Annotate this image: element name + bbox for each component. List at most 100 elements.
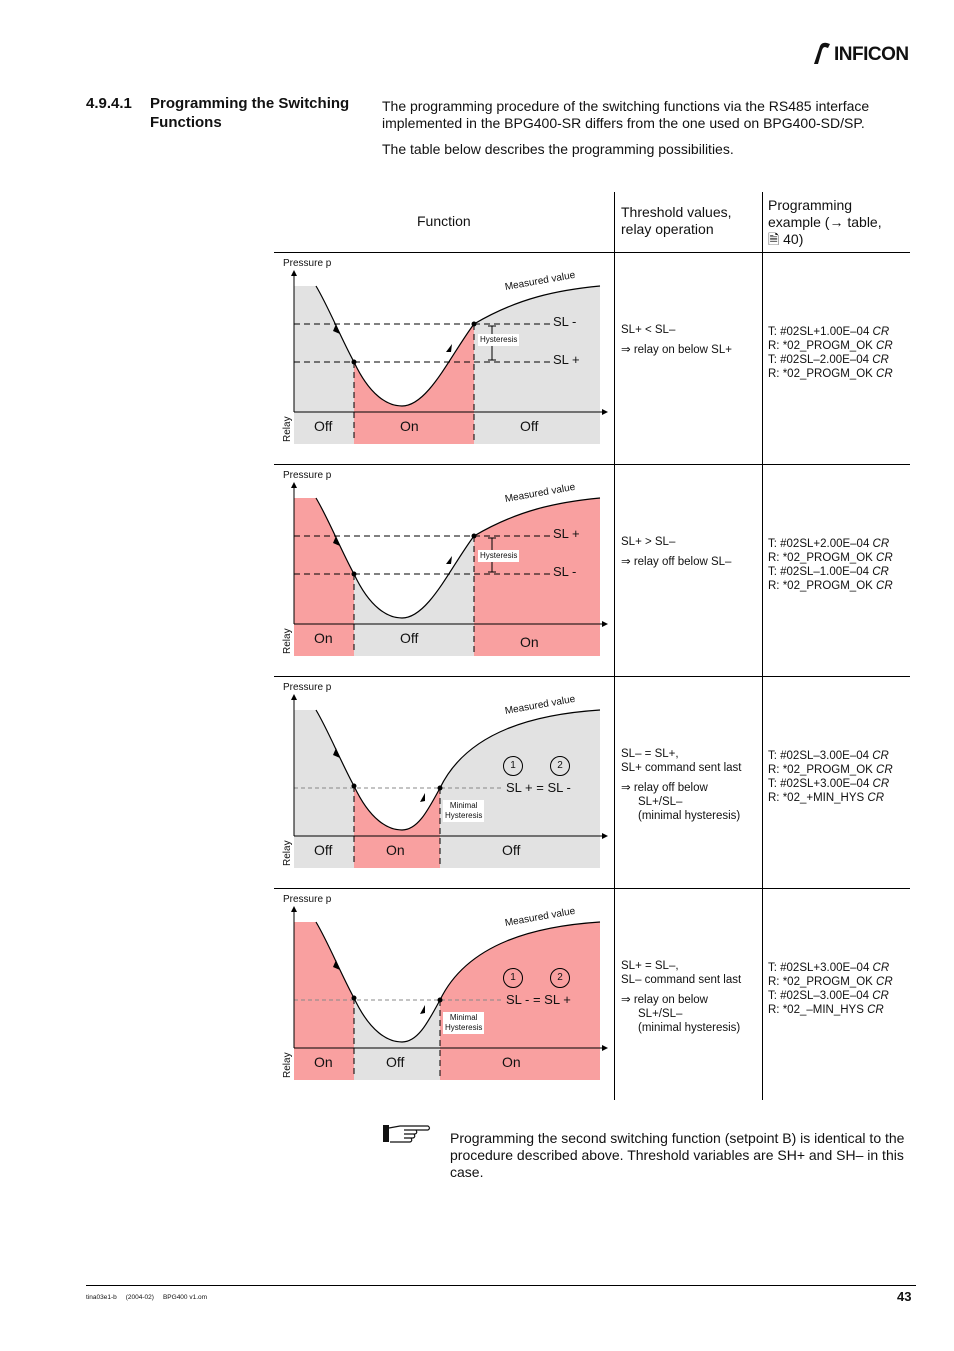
relay-axis-label: Relay: [282, 1052, 293, 1078]
program-command: T: #02SL–3.00E–04: [768, 990, 873, 1002]
program-command: T: #02SL+2.00E–04: [768, 538, 873, 550]
threshold-line: ⇒ relay off below SL–: [621, 556, 732, 568]
threshold-cell: SL+ = SL–, SL– command sent last ⇒ relay o…: [621, 959, 741, 1035]
relay-state-label: Off: [386, 1054, 405, 1070]
program-line: R: *02_PROGM_OK CR: [768, 551, 893, 565]
program-cr: CR: [876, 368, 893, 380]
header-function: Function: [417, 213, 471, 229]
curve-arrow: [420, 793, 425, 802]
program-line: T: #02SL+1.00E–04 CR: [768, 325, 893, 339]
step-circle-2: 2: [550, 968, 570, 988]
threshold-line: (minimal hysteresis): [638, 1022, 741, 1034]
program-command: T: #02SL–3.00E–04: [768, 750, 873, 762]
program-line: T: #02SL+2.00E–04 CR: [768, 537, 893, 551]
program-cr: CR: [872, 750, 889, 762]
program-command: R: *02_PROGM_OK: [768, 552, 877, 564]
program-line: T: #02SL+3.00E–04 CR: [768, 777, 893, 791]
chart-mask: [294, 892, 316, 922]
table-divider: [274, 464, 910, 465]
relay-axis-label: Relay: [282, 840, 293, 866]
switching-chart: Pressure p Measured value Relay On Off On SL -…: [278, 892, 608, 1092]
brand-logo: INFICON: [812, 40, 916, 70]
relay-state-bar: [354, 1048, 440, 1080]
relay-state-label: On: [314, 630, 333, 646]
measured-curve: [315, 921, 601, 1043]
program-command: T: #02SL+1.00E–04: [768, 326, 873, 338]
table-divider: [762, 192, 763, 1100]
switching-chart: Pressure p Measured value Relay On Off On SL +…: [278, 468, 608, 668]
footer-rule: [86, 1285, 916, 1286]
step-circle-1: 1: [503, 756, 523, 776]
program-line: T: #02SL–1.00E–04 CR: [768, 565, 893, 579]
threshold-line: (minimal hysteresis): [638, 810, 741, 822]
chart-mask: [294, 680, 316, 710]
x-axis-arrow: [602, 1045, 608, 1051]
relay-state-bar: [354, 836, 440, 868]
relay-state-bar: [294, 624, 354, 656]
curve-arrow: [333, 960, 340, 970]
program-command: R: *02_PROGM_OK: [768, 580, 877, 592]
program-command: T: #02SL–2.00E–04: [768, 354, 873, 366]
chart-svg: [291, 680, 608, 868]
relay-state-bar: [294, 1048, 354, 1080]
chart-mask: [294, 468, 316, 498]
relay-state-label: Off: [314, 418, 333, 434]
program-cr: CR: [872, 566, 889, 578]
section-number: 4.9.4.1: [86, 95, 132, 112]
threshold-line: ⇒ relay on below SL+: [621, 344, 732, 356]
measured-curve: [315, 709, 601, 831]
threshold-cell: SL+ < SL– ⇒ relay on below SL+: [621, 323, 732, 357]
note-text: Programming the second switching functio…: [450, 1130, 905, 1180]
x-axis-arrow: [602, 833, 608, 839]
program-line: R: *02_PROGM_OK CR: [768, 763, 893, 777]
program-cr: CR: [876, 340, 893, 352]
section-title: Programming the Switching Functions: [150, 95, 350, 131]
program-cr: CR: [876, 552, 893, 564]
program-cell: T: #02SL+2.00E–04 CR R: *02_PROGM_OK CR T:…: [768, 537, 893, 593]
relay-state-bar: [440, 1048, 600, 1080]
program-cr: CR: [872, 326, 890, 338]
curve-arrow: [333, 536, 340, 546]
relay-state-label: Off: [520, 418, 539, 434]
chart-mask: [294, 892, 600, 1042]
measured-curve: [315, 497, 601, 619]
program-line: T: #02SL–3.00E–04 CR: [768, 749, 893, 763]
program-cr: CR: [872, 354, 889, 366]
threshold-line: SL– = SL+,: [621, 748, 679, 760]
program-line: T: #02SL–3.00E–04 CR: [768, 989, 893, 1003]
curve-arrow: [333, 324, 340, 334]
table-divider: [274, 676, 910, 677]
y-axis-arrow: [291, 482, 297, 488]
chart-mask: [294, 680, 600, 830]
program-command: T: #02SL+3.00E–04: [768, 778, 873, 790]
program-command: T: #02SL–1.00E–04: [768, 566, 873, 578]
chart-svg: [291, 468, 608, 656]
program-command: R: *02_PROGM_OK: [768, 976, 877, 988]
table-divider: [274, 252, 910, 253]
program-line: R: *02_PROGM_OK CR: [768, 975, 893, 989]
intro-paragraph: The table below describes the programmin…: [382, 141, 734, 157]
y-axis-arrow: [291, 906, 297, 912]
threshold-cell: SL+ > SL– ⇒ relay off below SL–: [621, 535, 731, 569]
curve-arrow: [446, 556, 452, 564]
threshold-label-upper: SL -: [553, 314, 577, 329]
relay-state-bar: [294, 836, 354, 868]
program-cr: CR: [872, 538, 890, 550]
switch-point: [437, 997, 443, 1003]
step-circle-1: 1: [503, 968, 523, 988]
program-line: T: #02SL+3.00E–04 CR: [768, 961, 893, 975]
relay-state-label: Off: [400, 630, 419, 646]
threshold-label-equal: SL - = SL +: [506, 992, 571, 1007]
relay-state-bar: [474, 624, 600, 656]
relay-state-label: Off: [502, 842, 521, 858]
program-line: T: #02SL–2.00E–04 CR: [768, 353, 893, 367]
threshold-line: SL+ > SL–: [621, 536, 676, 548]
pointing-hand-icon: [382, 1122, 432, 1151]
x-axis-arrow: [602, 621, 608, 627]
hysteresis-label: Hysteresis: [478, 334, 520, 346]
chart-mask: [294, 256, 316, 286]
program-command: R: *02_+MIN_HYS: [768, 792, 868, 804]
program-line: R: *02_+MIN_HYS CR: [768, 791, 893, 805]
minimal-hysteresis-line: Hysteresis: [445, 811, 483, 820]
relay-state-label: On: [386, 842, 405, 858]
